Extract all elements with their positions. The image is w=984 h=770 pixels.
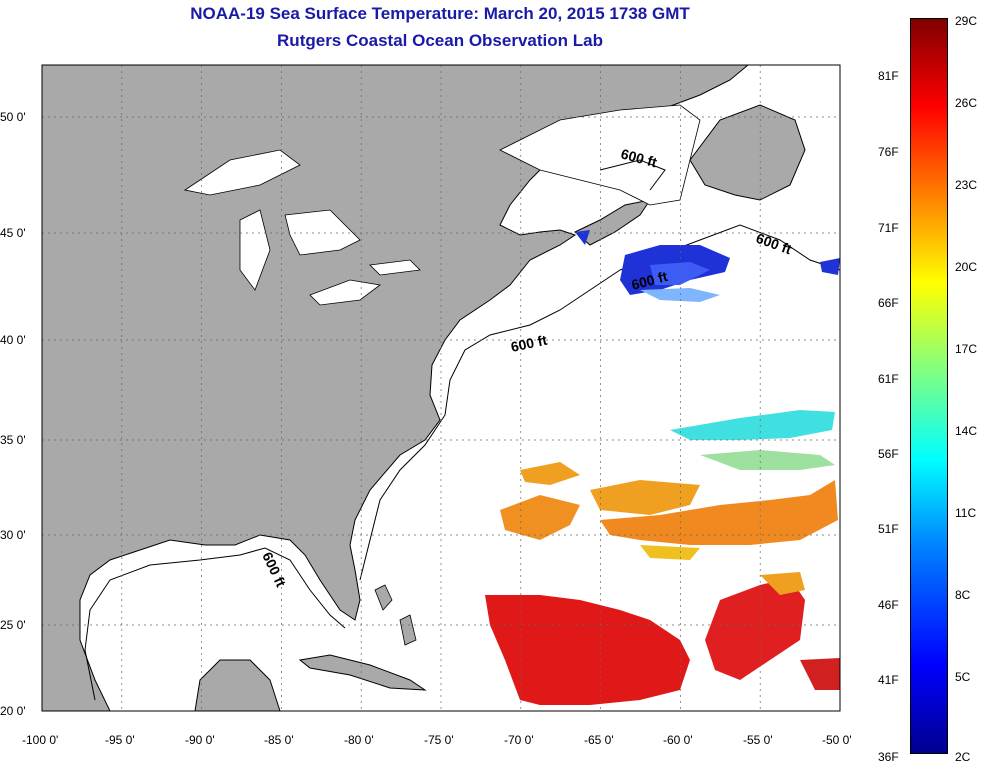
colorbar-fahrenheit-label: 36F: [878, 750, 899, 764]
great-lakes: [183, 149, 421, 306]
contour-label: 600 ft: [509, 332, 548, 355]
map-title: NOAA-19 Sea Surface Temperature: March 2…: [190, 4, 690, 23]
y-tick: 25 0': [0, 618, 26, 632]
x-tick: -80 0': [344, 733, 374, 747]
x-tick: -75 0': [424, 733, 454, 747]
colorbar-fahrenheit-label: 51F: [878, 522, 899, 536]
colorbar-celsius-label: 11C: [955, 506, 977, 520]
colorbar-celsius-label: 29C: [955, 14, 978, 28]
colorbar-celsius-label: 20C: [955, 260, 978, 274]
colorbar-fahrenheit-label: 41F: [878, 673, 899, 687]
x-tick: -70 0': [504, 733, 534, 747]
map-frame: [41, 64, 841, 712]
x-tick: -95 0': [105, 733, 135, 747]
colorbar-celsius-label: 14C: [955, 424, 978, 438]
colorbar-celsius-label: 8C: [955, 588, 971, 602]
x-tick: -50 0': [822, 733, 852, 747]
land-cuba: [298, 654, 427, 691]
sst-data-gulf-of-maine: [575, 230, 840, 302]
land-north-america: [41, 64, 750, 712]
x-tick: -100 0': [22, 733, 58, 747]
colorbar-celsius-label: 17C: [955, 342, 978, 356]
colorbar: [910, 18, 948, 754]
colorbar-fahrenheit-label: 61F: [878, 372, 899, 386]
colorbar-celsius-label: 5C: [955, 670, 971, 684]
x-tick: -90 0': [185, 733, 215, 747]
y-tick: 40 0': [0, 333, 26, 347]
colorbar-fahrenheit-label: 66F: [878, 296, 899, 310]
x-tick: -60 0': [663, 733, 693, 747]
x-tick: -85 0': [264, 733, 294, 747]
land-nova-scotia: [574, 199, 652, 246]
colorbar-fahrenheit-label: 81F: [878, 69, 899, 83]
x-tick: -55 0': [743, 733, 773, 747]
contour-600ft: [84, 159, 841, 701]
colorbar-fahrenheit-label: 71F: [878, 221, 899, 235]
land-bahamas: [374, 584, 417, 646]
colorbar-celsius-label: 26C: [955, 96, 978, 110]
y-tick: 30 0': [0, 528, 26, 542]
colorbar-fahrenheit-label: 46F: [878, 598, 899, 612]
y-tick: 20 0': [0, 704, 26, 718]
colorbar-celsius-label: 23C: [955, 178, 978, 192]
sst-data-sargasso: [500, 462, 838, 560]
y-tick: 45 0': [0, 226, 26, 240]
y-tick: 35 0': [0, 433, 26, 447]
colorbar-fahrenheit-label: 76F: [878, 145, 899, 159]
grid-lines: [42, 65, 840, 711]
y-tick: 50 0': [0, 110, 26, 124]
map-subtitle: Rutgers Coastal Ocean Observation Lab: [277, 31, 603, 50]
colorbar-fahrenheit-label: 56F: [878, 447, 899, 461]
sst-data-caribbean: [485, 572, 840, 705]
colorbar-celsius-label: 2C: [955, 750, 971, 764]
land-newfoundland: [689, 104, 806, 201]
st-lawrence: [499, 104, 701, 206]
x-tick: -65 0': [584, 733, 614, 747]
sst-data-mid-atlantic: [670, 410, 835, 470]
